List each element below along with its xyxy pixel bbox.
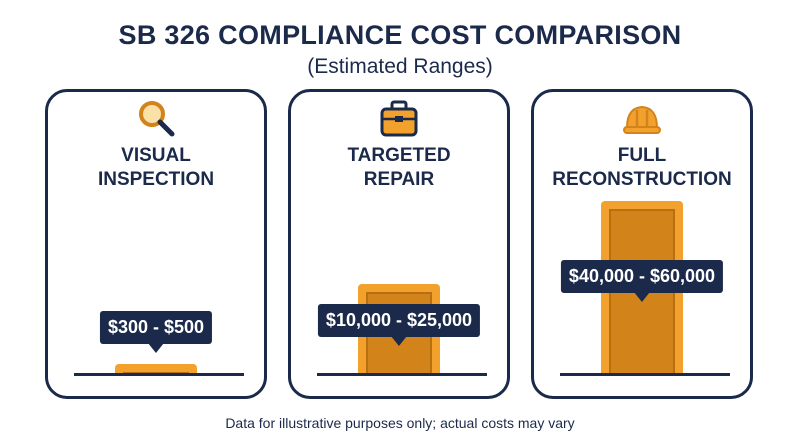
footnote: Data for illustrative purposes only; act…: [225, 415, 575, 431]
panel-full-reconstruction: FULL RECONSTRUCTION $40,000 - $60,000: [531, 89, 753, 399]
toolbox-icon: [380, 100, 418, 137]
category-label: FULL RECONSTRUCTION: [552, 145, 732, 190]
value-label: $10,000 - $25,000: [317, 304, 481, 337]
bar-visual-inspection: [115, 364, 197, 374]
panel-targeted-repair: TARGETED REPAIR $10,000 - $25,000: [288, 89, 510, 399]
chart-title: SB 326 COMPLIANCE COST COMPARISON: [118, 20, 682, 50]
panel-visual-inspection: VISUAL INSPECTION $300 - $500: [45, 89, 267, 399]
baseline: [560, 373, 730, 376]
value-label: $300 - $500: [99, 311, 213, 344]
baseline: [317, 373, 487, 376]
hard-hat-icon: [623, 105, 661, 134]
chart-subtitle: (Estimated Ranges): [307, 55, 493, 78]
magnifying-glass-icon: [139, 101, 175, 137]
baseline: [74, 373, 244, 376]
value-label: $40,000 - $60,000: [560, 260, 724, 293]
category-label: TARGETED REPAIR: [347, 145, 451, 190]
category-label: VISUAL INSPECTION: [97, 145, 215, 190]
